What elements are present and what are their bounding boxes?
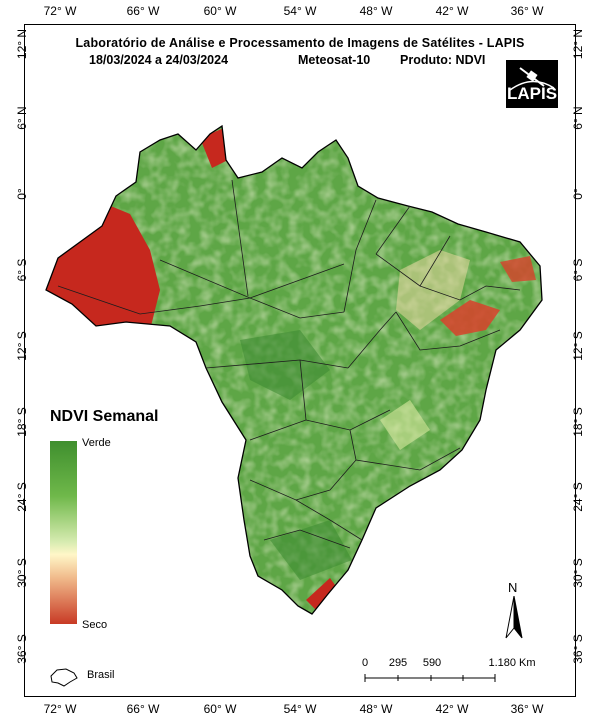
dry-region-northeast (440, 300, 500, 336)
lon-tick-top: 42° W (435, 4, 469, 18)
map-title: Laboratório de Análise e Processamento d… (75, 36, 525, 50)
lon-tick-bottom: 66° W (126, 702, 160, 716)
scale-tick-label: 590 (422, 657, 442, 669)
satellite-icon (509, 67, 555, 91)
brasil-outline-icon (50, 668, 78, 687)
state-borders (57, 179, 521, 549)
north-label: N (508, 580, 518, 595)
legend-top-label: Verde (82, 437, 111, 449)
dry-region-northeast-coast (500, 256, 536, 282)
scale-tick-label: 295 (388, 657, 408, 669)
lon-tick-bottom: 42° W (435, 702, 469, 716)
map-frame (24, 24, 576, 697)
logo-text: LAPIS (506, 84, 558, 103)
legend-bottom-label: Seco (82, 619, 108, 631)
lon-tick-top: 48° W (359, 4, 393, 18)
lon-tick-bottom: 54° W (283, 702, 317, 716)
satellite-name: Meteosat-10 (298, 53, 371, 67)
semi-arid-area (396, 250, 470, 330)
lon-tick-bottom: 36° W (510, 702, 544, 716)
lon-tick-top: 72° W (43, 4, 77, 18)
dense-vegetation (240, 330, 330, 400)
lon-tick-top: 66° W (126, 4, 160, 18)
lon-tick-bottom: 60° W (203, 702, 237, 716)
product-name: Produto: NDVI (400, 53, 486, 67)
brasil-legend-label: Brasil (87, 669, 115, 681)
lon-tick-bottom: 72° W (43, 702, 77, 716)
lon-tick-bottom: 48° W (359, 702, 393, 716)
dry-region-south (306, 578, 340, 612)
lon-tick-top: 60° W (203, 4, 237, 18)
lon-tick-top: 54° W (283, 4, 317, 18)
scale-tick-label: 0 (361, 657, 369, 669)
lapis-logo: LAPIS (506, 60, 558, 108)
pale-area (380, 400, 430, 450)
scale-tick-label: 1.180 Km (488, 657, 536, 669)
legend-title: NDVI Semanal (50, 408, 159, 425)
north-arrow-icon (505, 596, 523, 639)
scale-bar (364, 674, 496, 682)
lon-tick-top: 36° W (510, 4, 544, 18)
legend-color-bar (50, 441, 77, 624)
date-range: 18/03/2024 a 24/03/2024 (89, 53, 229, 67)
dense-vegetation-south (270, 520, 352, 580)
